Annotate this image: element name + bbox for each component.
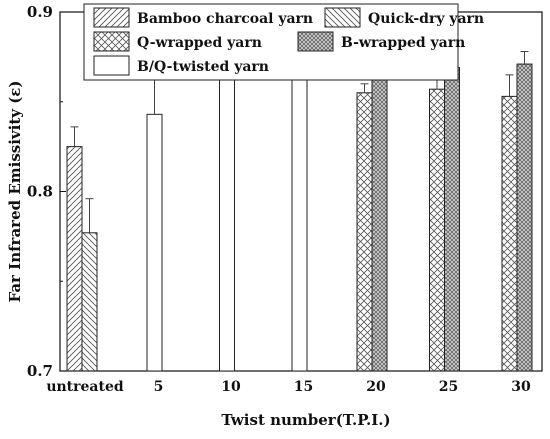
bar-b-q-twisted-yarn-5 [146, 113, 163, 372]
x-tick-label-20: 20 [366, 379, 386, 395]
x-tick-label-25: 25 [439, 379, 458, 395]
legend-label-bamboo-charcoal-yarn: Bamboo charcoal yarn [137, 11, 313, 27]
bar-q-wrapped-yarn-20 [356, 92, 373, 372]
legend-swatch-q-wrapped-yarn [93, 31, 130, 52]
x-tick-label-10: 10 [221, 379, 241, 395]
legend-label-b-q-twisted-yarn: B/Q-twisted yarn [137, 59, 269, 75]
legend-swatch-b-q-twisted-yarn [93, 55, 130, 76]
bar-bamboo-charcoal-yarn-untreated [66, 146, 83, 372]
bar-b-wrapped-yarn-30 [516, 63, 533, 372]
x-tick-label-5: 5 [154, 379, 164, 395]
legend-swatch-b-wrapped-yarn [297, 31, 334, 52]
bar-q-wrapped-yarn-30 [501, 95, 518, 372]
bar-q-wrapped-yarn-25 [429, 88, 445, 372]
legend-box [83, 3, 459, 81]
y-axis-title: Far Infrared Emissivity (ε) [6, 80, 24, 302]
y-tick-label: 0.8 [27, 183, 53, 201]
legend-label-q-wrapped-yarn: Q-wrapped yarn [137, 35, 262, 51]
legend-swatch-bamboo-charcoal-yarn [93, 7, 130, 28]
y-tick-label: 0.9 [27, 3, 53, 21]
y-tick-label: 0.7 [27, 362, 53, 380]
bar-b-wrapped-yarn-25 [444, 67, 460, 372]
bar-quick-dry-yarn-untreated [81, 232, 98, 372]
legend-swatch-quick-dry-yarn [324, 7, 361, 28]
legend: Bamboo charcoal yarn Quick-dry yarn Q-wrap… [83, 3, 484, 81]
legend-label-quick-dry-yarn: Quick-dry yarn [368, 11, 484, 27]
x-tick-label-15: 15 [294, 379, 313, 395]
bar-b-q-twisted-yarn-10 [219, 59, 235, 372]
x-axis-title: Twist number(T.P.I.) [221, 411, 390, 429]
bar-b-q-twisted-yarn-15 [291, 49, 308, 372]
legend-label-b-wrapped-yarn: B-wrapped yarn [341, 35, 465, 51]
plot-area: 0.7 0.8 0.9 untreated 5 10 15 20 25 30 Twist numbe… [6, 3, 543, 429]
x-tick-label-30: 30 [511, 379, 531, 395]
x-tick-label-untreated: untreated [46, 379, 124, 395]
bar-b-wrapped-yarn-20 [371, 56, 388, 372]
